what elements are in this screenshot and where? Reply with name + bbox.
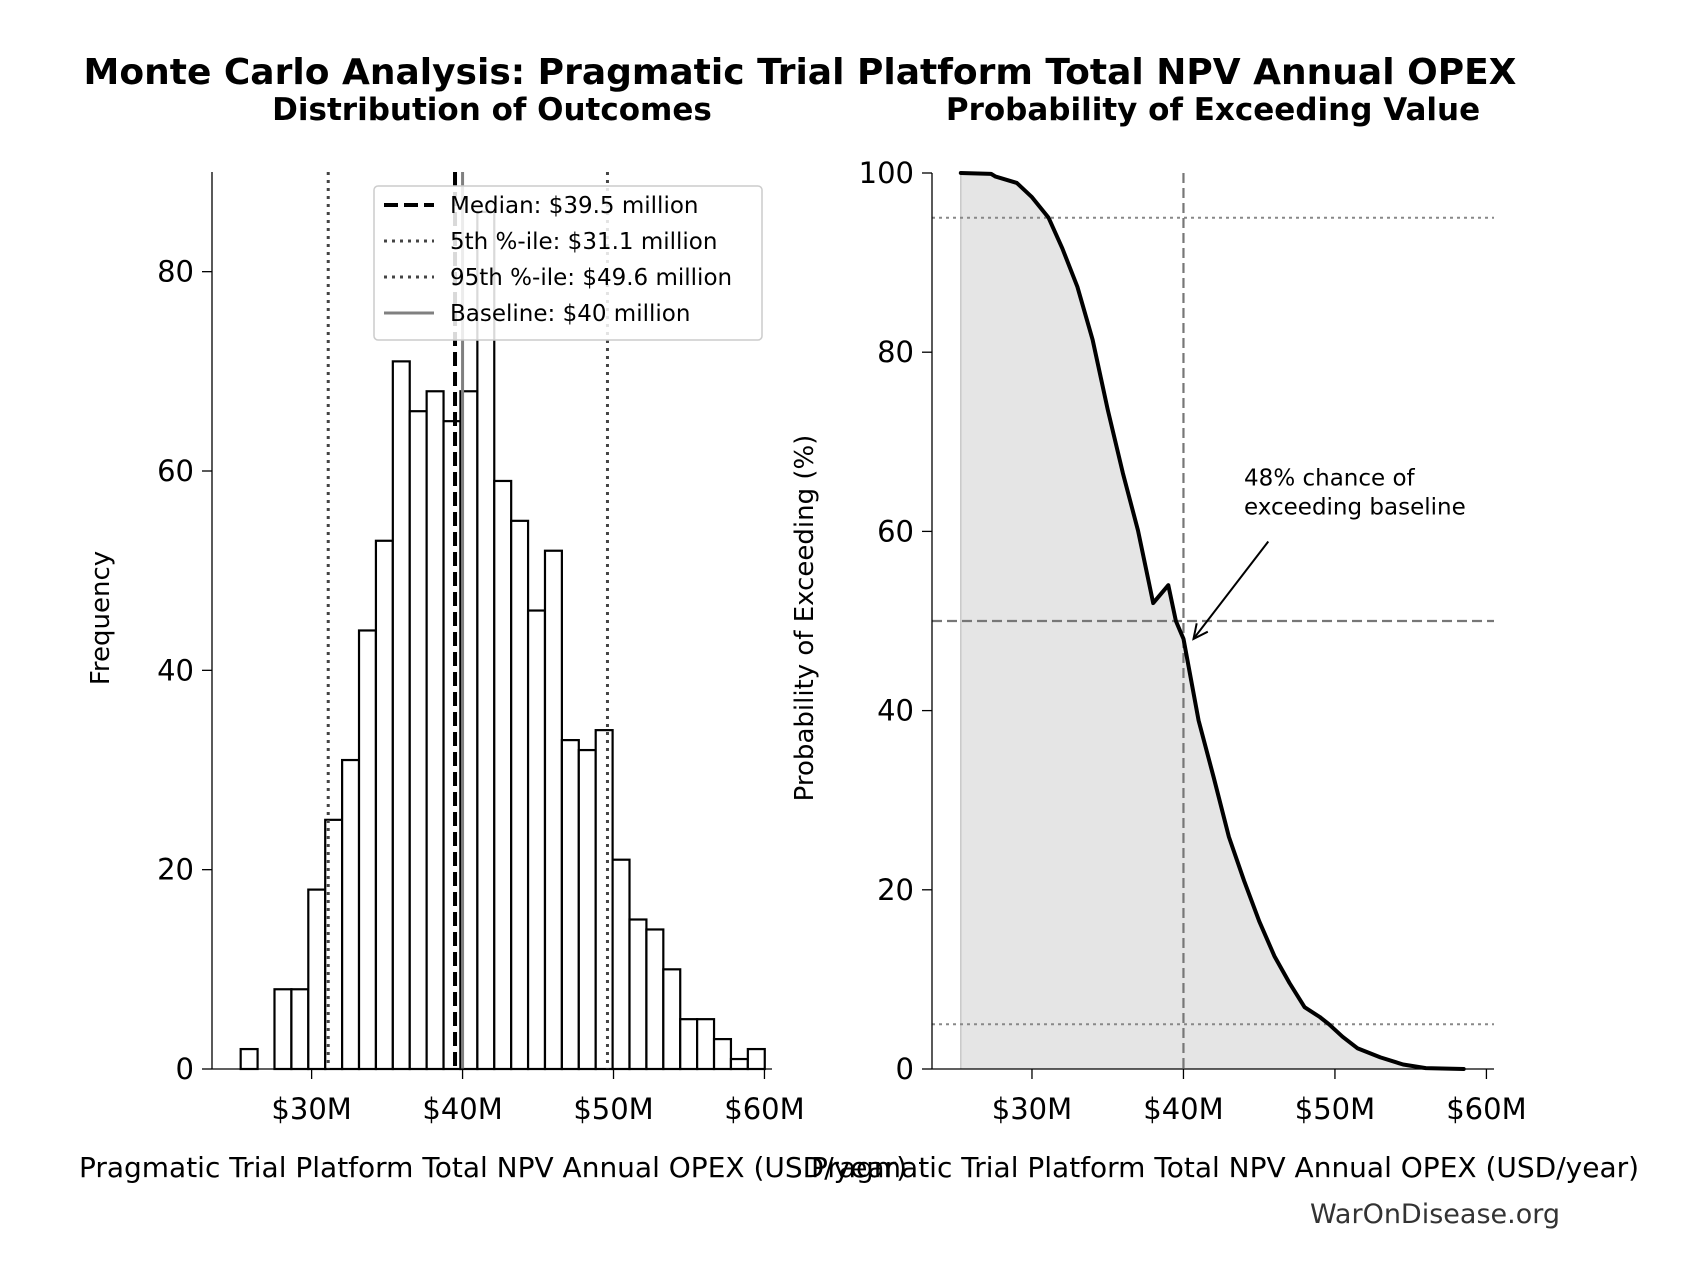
exceedance-title: Probability of Exceeding Value [946, 92, 1480, 128]
exceedance-annotation-text: exceeding baseline [1244, 494, 1466, 520]
watermark: WarOnDisease.org [1310, 1199, 1560, 1230]
histogram-y-tick-label: 20 [157, 853, 194, 887]
histogram-axes: 0 20 40 60 80 $30M $40M $50M $60M [157, 172, 805, 1126]
histogram-bar [273, 988, 293, 1071]
exceedance-x-tick-label: $50M [1295, 1092, 1375, 1126]
histogram-bar [662, 968, 682, 1071]
exceedance-annotation-text: 48% chance of [1244, 465, 1416, 491]
histogram-ylabel: Frequency [86, 551, 116, 685]
histogram-bar [341, 758, 361, 1071]
histogram-bar [712, 1037, 733, 1071]
exceedance-y-tick-label: 0 [896, 1052, 914, 1086]
exceedance-ylabel: Probability of Exceeding (%) [790, 435, 820, 802]
histogram-bar [374, 539, 394, 1071]
histogram-y-tick-label: 0 [176, 1052, 194, 1086]
histogram-bar [628, 918, 648, 1071]
histogram-bar [425, 390, 445, 1071]
exceedance-curve-group [958, 171, 1466, 1071]
histogram-legend-label: 5th %-ile: $31.1 million [450, 229, 717, 255]
histogram-bar [679, 1018, 699, 1071]
exceedance-x-tick-label: $60M [1446, 1092, 1526, 1126]
histogram-bar [324, 818, 344, 1071]
histogram-bar [729, 1057, 749, 1071]
histogram-title: Distribution of Outcomes [272, 92, 712, 128]
histogram-bar [577, 748, 597, 1071]
histogram-bar [560, 738, 580, 1071]
histogram-bar [746, 1047, 766, 1071]
histogram-bar [290, 988, 310, 1071]
exceedance-x-tick-label: $40M [1143, 1092, 1223, 1126]
histogram-bar [357, 629, 378, 1071]
histogram-bar [408, 410, 428, 1071]
histogram-x-tick-label: $60M [724, 1092, 804, 1126]
exceedance-y-tick-label: 60 [877, 514, 914, 548]
exceedance-annotation-arrow-head [1192, 623, 1209, 641]
exceedance-xlabel: Pragmatic Trial Platform Total NPV Annua… [811, 1151, 1639, 1184]
histogram-bar [543, 549, 563, 1071]
exceedance-panel: Probability of Exceeding Value 0 20 40 60 80… [790, 92, 1639, 1184]
histogram-x-tick-label: $30M [271, 1092, 351, 1126]
histogram-panel: Distribution of Outcomes 0 20 40 60 80 $30M $4… [79, 92, 907, 1184]
exceedance-annotation: 48% chance of exceeding baseline [1192, 465, 1466, 641]
exceedance-y-tick-label: 100 [859, 156, 914, 190]
histogram-bar [391, 360, 411, 1071]
exceedance-fill [960, 173, 1464, 1069]
exceedance-reference-lines [932, 173, 1494, 1069]
exceedance-x-tick-label: $30M [992, 1092, 1072, 1126]
histogram-legend-label: Median: $39.5 million [450, 193, 699, 219]
exceedance-annotation-arrow-shaft [1192, 540, 1270, 640]
histogram-bar [510, 519, 530, 1071]
histogram-y-tick-label: 80 [157, 255, 194, 289]
histogram-legend: Median: $39.5 million 5th %-ile: $31.1 mi… [373, 185, 763, 341]
exceedance-y-tick-label: 40 [877, 694, 914, 728]
histogram-x-tick-label: $40M [422, 1092, 502, 1126]
exceedance-fill-area [960, 173, 1464, 1069]
histogram-xlabel: Pragmatic Trial Platform Total NPV Annua… [79, 1151, 907, 1184]
histogram-bar [307, 888, 327, 1071]
histogram-bar [594, 729, 614, 1071]
exceedance-y-tick-label: 80 [877, 335, 914, 369]
histogram-bar [442, 420, 462, 1071]
histogram-legend-label: Baseline: $40 million [450, 301, 690, 327]
histogram-y-tick-label: 60 [157, 454, 194, 488]
histogram-bar [493, 479, 513, 1071]
histogram-y-tick-label: 40 [157, 653, 194, 687]
histogram-legend-box [373, 185, 763, 341]
figure-title: Monte Carlo Analysis: Pragmatic Trial Pl… [84, 52, 1517, 93]
histogram-bar [611, 858, 631, 1071]
exceedance-y-tick-label: 20 [877, 873, 914, 907]
histogram-legend-label: 95th %-ile: $49.6 million [450, 265, 732, 291]
histogram-x-tick-label: $50M [573, 1092, 653, 1126]
exceedance-curve [958, 171, 1466, 1071]
histogram-bar [239, 1047, 259, 1071]
histogram-bar [526, 609, 547, 1071]
histogram-bar [645, 928, 665, 1071]
exceedance-axes: 0 20 40 60 80 100 $30M $40M $50M $60M [859, 156, 1527, 1126]
histogram-bar [696, 1018, 716, 1071]
